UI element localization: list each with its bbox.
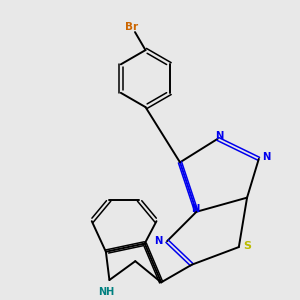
Text: N: N: [191, 204, 199, 214]
Text: N: N: [154, 236, 163, 246]
Text: N: N: [215, 131, 223, 141]
Text: NH: NH: [98, 286, 115, 297]
Text: N: N: [262, 152, 271, 162]
Text: S: S: [243, 241, 251, 250]
Text: Br: Br: [125, 22, 138, 32]
